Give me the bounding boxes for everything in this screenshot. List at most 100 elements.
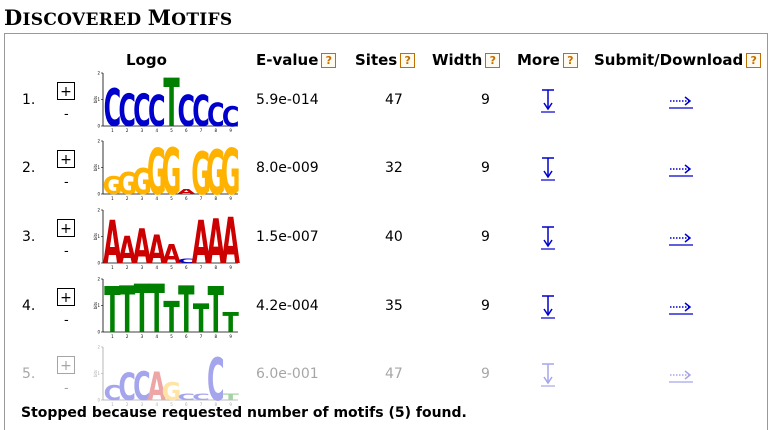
- logo-position-label: 6: [185, 265, 188, 270]
- logo-letter: C: [104, 80, 122, 134]
- submit-right-arrow-icon[interactable]: [668, 368, 694, 384]
- logo-axis-label: bits: [93, 164, 98, 171]
- logo-letter: A: [162, 239, 181, 269]
- shrink-logo-button[interactable]: -: [64, 244, 69, 259]
- motif-logo[interactable]: 2 1 0 bits 1 A 2 A 3 A 4 A 5 A 6 C 7 A 8 A 9 A: [92, 207, 240, 271]
- motif-width: 9: [481, 160, 490, 176]
- logo-letter: C: [192, 88, 210, 134]
- help-icon[interactable]: ?: [562, 53, 578, 68]
- motif-sites: 32: [385, 160, 403, 176]
- shrink-logo-button[interactable]: -: [64, 107, 69, 122]
- svg-text:1: 1: [97, 371, 100, 376]
- motif-index: 2.: [22, 160, 36, 176]
- logo-position-label: 5: [170, 128, 173, 133]
- motif-evalue: 1.5e-007: [256, 229, 319, 245]
- submit-right-arrow-icon[interactable]: [668, 300, 694, 316]
- motif-logo[interactable]: 2 1 0 bits 1 T 2 T 3 T 4 T 5 T 6 T 7 T 8 T 9 T: [92, 276, 240, 340]
- logo-position-label: 8: [215, 196, 218, 201]
- logo-position-label: 2: [126, 128, 129, 133]
- logo-position-label: 1: [111, 265, 114, 270]
- logo-letter: G: [221, 138, 240, 202]
- submit-right-arrow-icon[interactable]: [668, 94, 694, 110]
- more-down-arrow-icon[interactable]: [538, 88, 558, 114]
- header-width: Width?: [432, 51, 501, 69]
- logo-position-label: 2: [126, 402, 129, 407]
- help-icon[interactable]: ?: [746, 53, 762, 68]
- svg-text:2: 2: [97, 71, 100, 76]
- expand-logo-button[interactable]: +: [57, 219, 75, 237]
- motif-row: 3. + -2 1 0 bits 1 A 2 A 3 A 4 A 5 A 6 C 7 A 8 A 9 A 1.5e-007 40 9: [0, 207, 770, 275]
- logo-position-label: 9: [229, 196, 232, 201]
- expand-logo-button[interactable]: +: [57, 150, 75, 168]
- logo-position-label: 9: [229, 128, 232, 133]
- motif-evalue: 5.9e-014: [256, 92, 319, 108]
- logo-position-label: 3: [141, 265, 144, 270]
- submit-right-arrow-icon[interactable]: [668, 231, 694, 247]
- shrink-logo-button[interactable]: -: [64, 313, 69, 328]
- logo-position-label: 5: [170, 402, 173, 407]
- motif-sites: 40: [385, 229, 403, 245]
- logo-letter: G: [162, 376, 182, 406]
- logo-letter: T: [222, 392, 239, 402]
- svg-text:0: 0: [97, 330, 100, 335]
- more-down-arrow-icon[interactable]: [538, 156, 558, 182]
- logo-letter: C: [118, 367, 136, 408]
- logo-letter: C: [178, 392, 196, 402]
- svg-text:2: 2: [97, 208, 100, 213]
- logo-position-label: 2: [126, 265, 129, 270]
- logo-letter: T: [178, 276, 194, 340]
- status-message: Stopped because requested number of moti…: [21, 405, 467, 421]
- logo-position-label: 7: [200, 402, 203, 407]
- motifs-panel: [4, 33, 768, 430]
- logo-position-label: 7: [200, 196, 203, 201]
- header-logo: Logo: [126, 51, 167, 69]
- logo-position-label: 2: [126, 334, 129, 339]
- motif-index: 1.: [22, 92, 36, 108]
- logo-position-label: 2: [126, 196, 129, 201]
- logo-letter: A: [147, 364, 166, 408]
- expand-logo-button[interactable]: +: [57, 356, 75, 374]
- submit-right-arrow-icon[interactable]: [668, 162, 694, 178]
- logo-letter: T: [149, 276, 165, 340]
- logo-position-label: 5: [170, 334, 173, 339]
- help-icon[interactable]: ?: [485, 53, 501, 68]
- logo-letter: G: [162, 138, 182, 202]
- shrink-logo-button[interactable]: -: [64, 175, 69, 190]
- motif-width: 9: [481, 92, 490, 108]
- motif-logo[interactable]: 2 1 0 bits 1 C 2 C 3 C 4 A 5 G 6 C 7 C 8 C 9 T: [92, 344, 240, 409]
- motif-width: 9: [481, 298, 490, 314]
- expand-logo-button[interactable]: +: [57, 82, 75, 100]
- svg-text:0: 0: [97, 192, 100, 197]
- logo-letter: C: [177, 258, 195, 265]
- help-icon[interactable]: ?: [400, 53, 416, 68]
- logo-letter: G: [191, 139, 211, 202]
- svg-text:1: 1: [97, 97, 100, 102]
- logo-letter: A: [192, 208, 211, 271]
- logo-letter: C: [207, 96, 225, 133]
- section-title: DISCOVERED MOTIFS: [4, 5, 233, 30]
- logo-letter: A: [118, 230, 137, 271]
- shrink-logo-button[interactable]: -: [64, 381, 69, 396]
- motif-logo[interactable]: 2 1 0 bits 1 G 2 G 3 G 4 G 5 G 6 A 7 G 8 G 9 G: [92, 138, 240, 202]
- help-icon[interactable]: ?: [321, 53, 337, 68]
- logo-position-label: 8: [215, 265, 218, 270]
- motif-logo[interactable]: 2 1 0 bits 1 C 2 C 3 C 4 C 5 T 6 C 7 C 8 C 9 C: [92, 70, 240, 134]
- motif-row: 5. + -2 1 0 bits 1 C 2 C 3 C 4 A 5 G 6 C 7 C 8 C 9 T 6.0e-001 47 9: [0, 344, 770, 412]
- logo-position-label: 3: [141, 196, 144, 201]
- motif-sites: 47: [385, 366, 403, 382]
- logo-position-label: 3: [141, 128, 144, 133]
- motif-index: 4.: [22, 298, 36, 314]
- logo-position-label: 6: [185, 196, 188, 201]
- more-down-arrow-icon[interactable]: [538, 294, 558, 320]
- logo-position-label: 8: [215, 402, 218, 407]
- expand-logo-button[interactable]: +: [57, 288, 75, 306]
- more-down-arrow-icon[interactable]: [538, 362, 558, 388]
- motif-evalue: 8.0e-009: [256, 160, 319, 176]
- header-evalue: E-value?: [256, 51, 337, 69]
- logo-position-label: 8: [215, 334, 218, 339]
- more-down-arrow-icon[interactable]: [538, 225, 558, 251]
- logo-axis-label: bits: [93, 233, 98, 240]
